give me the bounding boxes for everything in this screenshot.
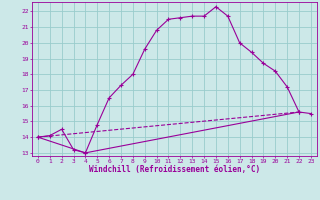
X-axis label: Windchill (Refroidissement éolien,°C): Windchill (Refroidissement éolien,°C) (89, 165, 260, 174)
